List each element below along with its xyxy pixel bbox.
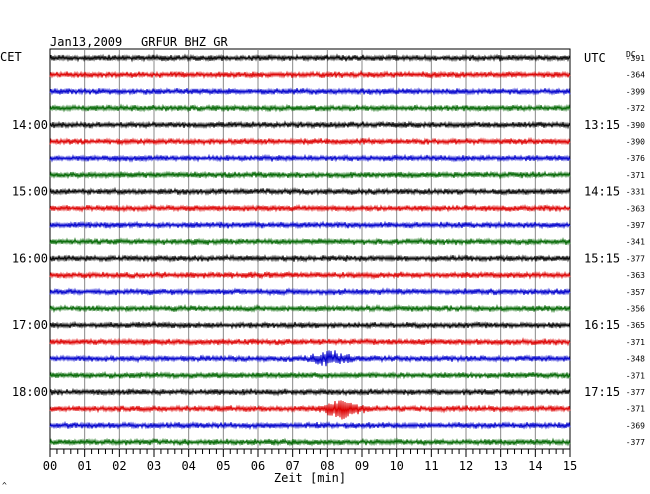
x-tick-label: 02 <box>112 459 126 473</box>
trace-22 <box>49 400 571 420</box>
trace-19 <box>49 350 571 367</box>
trace-23 <box>49 420 571 431</box>
x-tick-label: 03 <box>147 459 161 473</box>
dc-offset-label: -371 <box>626 171 645 180</box>
dc-offset-label: -341 <box>626 238 645 247</box>
dc-offset-label: -372 <box>626 104 645 113</box>
left-hour-label: 18:00 <box>12 385 48 399</box>
x-tick-label: 14 <box>528 459 542 473</box>
x-tick-label: 09 <box>355 459 369 473</box>
right-hour-label: 13:15 <box>584 118 620 132</box>
dc-offset-label: -371 <box>626 405 645 414</box>
left-hour-label: 16:00 <box>12 251 48 265</box>
dc-offset-label: -377 <box>626 388 645 397</box>
dc-offset-label: -348 <box>626 355 645 364</box>
dc-offset-label: -390 <box>626 121 645 130</box>
dc-offset-label: -390 <box>626 138 645 147</box>
right-hour-label: 15:15 <box>584 251 620 265</box>
dc-offset-label: -377 <box>626 438 645 447</box>
x-tick-label: 06 <box>251 459 265 473</box>
trace-1 <box>49 53 571 63</box>
dc-offset-labels: -391 -364 -399 -372 -390 -390 -376 -371 -331 -363… <box>626 54 645 447</box>
trace-15 <box>49 287 571 297</box>
dc-offset-label: -356 <box>626 305 645 314</box>
trace-4 <box>49 103 571 113</box>
dc-offset-label: -376 <box>626 154 645 163</box>
dc-offset-label: -371 <box>626 338 645 347</box>
x-tick-label: 12 <box>459 459 473 473</box>
dc-offset-label: -369 <box>626 421 645 430</box>
x-tick-label: 00 <box>43 459 57 473</box>
trace-2 <box>49 69 571 80</box>
x-tick-label: 04 <box>181 459 195 473</box>
plot-date: Jan13,2009 <box>50 35 122 49</box>
dc-offset-label: -391 <box>626 54 645 63</box>
trace-17 <box>49 320 571 330</box>
x-axis: 00 01 02 03 04 05 06 07 08 09 10 11 12 13 14 15 <box>43 449 577 473</box>
plot-grid <box>84 49 536 449</box>
plot-station: GRFUR BHZ GR <box>141 35 228 49</box>
right-hour-label: 17:15 <box>584 385 620 399</box>
trace-8 <box>49 170 571 180</box>
dc-offset-label: -357 <box>626 288 645 297</box>
dc-label: DC <box>626 50 636 59</box>
x-tick-label: 11 <box>424 459 438 473</box>
trace-7 <box>49 153 571 163</box>
x-tick-label: 13 <box>493 459 507 473</box>
left-hour-label: 14:00 <box>12 118 48 132</box>
trace-9 <box>49 186 571 196</box>
trace-18 <box>49 337 571 347</box>
dc-offset-label: -399 <box>626 87 645 96</box>
trace-16 <box>49 303 571 314</box>
trace-12 <box>49 236 571 247</box>
right-hour-label: UTC <box>584 51 606 65</box>
trace-3 <box>49 87 571 96</box>
dc-offset-label: -397 <box>626 221 645 230</box>
left-hour-label: 17:00 <box>12 318 48 332</box>
x-axis-label: Zeit [min] <box>274 471 346 485</box>
trace-11 <box>49 220 571 230</box>
trace-14 <box>49 270 571 280</box>
x-tick-label: 10 <box>389 459 403 473</box>
footer-marker: ^ <box>2 481 7 490</box>
trace-24 <box>49 437 571 447</box>
trace-13 <box>49 253 571 263</box>
left-time-labels: 14:00 15:00 16:00 17:00 18:00 <box>12 118 48 399</box>
trace-10 <box>49 203 571 213</box>
dc-offset-label: -364 <box>626 71 645 80</box>
right-time-labels: UTC 13:15 14:15 15:15 16:15 17:15 <box>584 51 620 399</box>
trace-6 <box>49 136 571 147</box>
trace-20 <box>49 370 571 380</box>
left-timezone-label: CET <box>0 50 22 64</box>
x-tick-label: 05 <box>216 459 230 473</box>
x-tick-label: 07 <box>285 459 299 473</box>
plot-frame <box>49 48 571 450</box>
right-hour-label: 16:15 <box>584 318 620 332</box>
trace-5 <box>49 120 571 130</box>
dc-offset-label: -365 <box>626 321 645 330</box>
left-hour-label: 15:00 <box>12 185 48 199</box>
dc-offset-label: -331 <box>626 188 645 197</box>
dc-offset-label: -377 <box>626 254 645 263</box>
x-tick-label: 15 <box>563 459 577 473</box>
right-hour-label: 14:15 <box>584 185 620 199</box>
trace-21 <box>49 387 571 397</box>
dc-offset-label: -363 <box>626 204 645 213</box>
dc-offset-label: -363 <box>626 271 645 280</box>
dc-offset-label: -371 <box>626 371 645 380</box>
x-tick-label: 08 <box>320 459 334 473</box>
x-tick-label: 01 <box>77 459 91 473</box>
seismogram-traces <box>49 53 571 447</box>
